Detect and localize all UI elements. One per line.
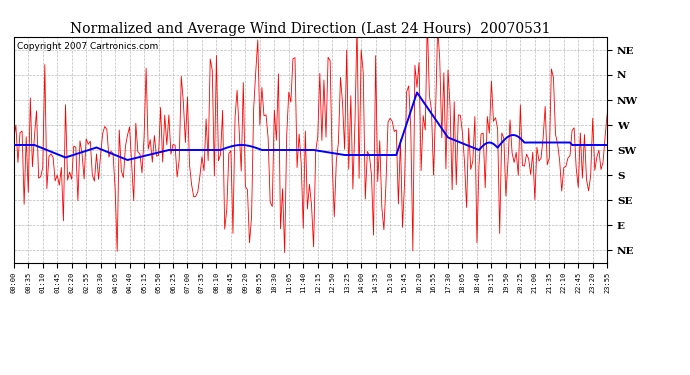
Text: Copyright 2007 Cartronics.com: Copyright 2007 Cartronics.com xyxy=(17,42,158,51)
Title: Normalized and Average Wind Direction (Last 24 Hours)  20070531: Normalized and Average Wind Direction (L… xyxy=(70,22,551,36)
